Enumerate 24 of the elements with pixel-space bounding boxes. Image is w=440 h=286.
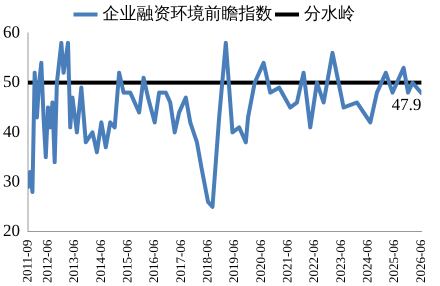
x-tick-label: 2022-06 [306,239,322,284]
x-tick-label: 2020-06 [252,239,268,284]
x-tick-label: 2019-06 [226,239,242,284]
x-tick-label: 2025-06 [386,239,402,284]
y-tick-label: 20 [3,221,20,240]
x-tick-label: 2016-06 [146,239,162,284]
x-tick-label: 2012-06 [39,239,54,284]
x-tick-label: 2026-06 [412,239,428,284]
legend-label: 企业融资环境前瞻指数 [102,4,272,23]
y-tick-label: 50 [3,72,20,92]
x-tick-label: 2024-06 [359,239,374,284]
x-tick-label: 2014-06 [92,239,108,284]
x-tick-label: 2023-06 [332,239,348,284]
x-tick-label: 2018-06 [199,239,214,284]
y-tick-label: 30 [3,171,20,190]
data-label: 47.9 [392,95,422,114]
x-tick-label: 2017-06 [172,239,188,284]
x-tick-label: 2011-09 [19,240,34,283]
x-tick-label: 2015-06 [119,239,134,284]
y-tick-label: 40 [3,122,20,141]
y-tick-label: 60 [3,22,20,42]
x-tick-label: 2013-06 [66,239,82,284]
legend-label: 分水岭 [304,4,355,23]
x-tick-label: 2021-06 [279,239,294,284]
